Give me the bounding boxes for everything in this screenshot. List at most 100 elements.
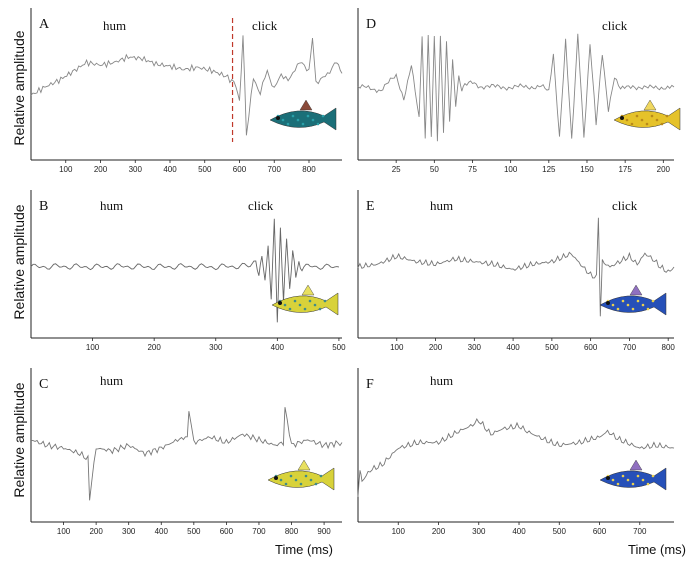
x-tick-label-b-4: 500 (332, 343, 346, 352)
xlabel-left: Time (ms) (275, 542, 333, 557)
x-tick-label-f-1: 200 (432, 527, 446, 536)
fish-fin (629, 284, 643, 296)
waveform-b (30, 218, 339, 323)
x-tick-label-e-6: 700 (623, 343, 637, 352)
x-tick-label-d-2: 75 (468, 165, 477, 174)
panel-c: 100 200 300 400 500 600 700 800 900 C hum (30, 368, 343, 536)
x-tick-label-c-4: 500 (187, 527, 201, 536)
fish-illustration-d (613, 99, 681, 131)
x-tick-label-e-5: 600 (584, 343, 598, 352)
panel-letter-b: B (39, 199, 48, 214)
x-tick-label-e-2: 300 (468, 343, 482, 352)
x-tick-label-d-4: 125 (542, 165, 556, 174)
x-tick-label-a-2: 300 (129, 165, 143, 174)
fish-illustration-f (599, 459, 667, 491)
x-tick-label-b-2: 300 (209, 343, 223, 352)
fish-spot (296, 118, 300, 122)
x-tick-label-f-5: 600 (593, 527, 607, 536)
fish-spot (650, 114, 654, 118)
fish-illustration-c (267, 459, 335, 491)
fish-fin (297, 459, 311, 471)
fish-spot (323, 299, 327, 303)
panel-f: 100 200 300 400 500 600 700 F hum (357, 368, 675, 536)
fish-spot (651, 299, 655, 303)
xlabel-right: Time (ms) (628, 542, 686, 557)
ylabel-row1: Relative amplitude (11, 30, 27, 145)
fish-spot (636, 299, 640, 303)
fish-spot (286, 122, 290, 126)
x-tick-label-c-5: 600 (220, 527, 234, 536)
fish-body (269, 107, 337, 131)
fish-body (599, 467, 667, 491)
fish-spot (641, 478, 645, 482)
x-tick-label-e-7: 800 (662, 343, 676, 352)
fish-spot (645, 122, 649, 126)
x-tick-label-e-4: 500 (545, 343, 559, 352)
fish-spot (626, 303, 630, 307)
fish-eye (606, 301, 610, 305)
annotation-click-b: click (248, 198, 274, 213)
fish-body (599, 292, 667, 316)
fish-illustration-b (271, 284, 339, 316)
fish-spot (626, 478, 630, 482)
x-tick-label-e-0: 100 (390, 343, 404, 352)
waveform-f (357, 418, 675, 497)
x-tick-label-c-8: 900 (317, 527, 331, 536)
fish-eye (606, 476, 610, 480)
fish-spot (640, 118, 644, 122)
fish-fin (299, 99, 313, 111)
fish-spot (636, 474, 640, 478)
waveform-c (30, 407, 343, 501)
waveform-d (357, 33, 675, 142)
fish-spot (281, 118, 285, 122)
fish-spot (635, 114, 639, 118)
fish-eye (278, 301, 282, 305)
fish-spot (291, 114, 295, 118)
fish-spot (304, 474, 308, 478)
fish-spot (288, 307, 292, 311)
fish-fin (643, 99, 657, 111)
x-tick-label-a-0: 100 (59, 165, 73, 174)
fish-body (271, 292, 339, 316)
panel-letter-a: A (39, 17, 50, 32)
x-tick-label-c-0: 100 (57, 527, 71, 536)
fish-spot (284, 482, 288, 486)
annotation-hum-e: hum (430, 198, 453, 213)
x-tick-label-a-7: 800 (302, 165, 316, 174)
fish-body (613, 107, 681, 131)
fish-spot (319, 474, 323, 478)
x-tick-label-f-4: 500 (553, 527, 567, 536)
x-tick-label-c-6: 700 (252, 527, 266, 536)
fish-spot (283, 303, 287, 307)
waveform-e (357, 217, 675, 317)
x-tick-label-d-5: 150 (580, 165, 594, 174)
fish-spot (308, 299, 312, 303)
x-tick-label-e-3: 400 (506, 343, 520, 352)
x-tick-label-a-5: 600 (233, 165, 247, 174)
fish-spot (621, 474, 625, 478)
panel-d: 25 50 75 100 125 150 175 200 D click (357, 8, 681, 174)
fish-spot (625, 118, 629, 122)
fish-spot (303, 307, 307, 311)
fish-fin (301, 284, 315, 296)
annotation-hum-b: hum (100, 198, 123, 213)
fish-illustration-a (269, 99, 337, 131)
annotation-click-d: click (602, 18, 628, 33)
fish-spot (311, 118, 315, 122)
fish-spot (631, 307, 635, 311)
fish-spot (651, 474, 655, 478)
x-tick-label-d-6: 175 (618, 165, 632, 174)
fish-spot (321, 114, 325, 118)
fish-spot (279, 478, 283, 482)
fish-spot (318, 307, 322, 311)
annotation-click-e: click (612, 198, 638, 213)
fish-eye (620, 116, 624, 120)
fish-spot (616, 482, 620, 486)
panel-e: 100 200 300 400 500 600 700 800 E hum click (357, 190, 676, 352)
x-tick-label-a-6: 700 (268, 165, 282, 174)
ylabel-row2: Relative amplitude (11, 204, 27, 319)
fish-spot (611, 303, 615, 307)
x-tick-label-c-3: 400 (155, 527, 169, 536)
x-tick-label-d-3: 100 (504, 165, 518, 174)
